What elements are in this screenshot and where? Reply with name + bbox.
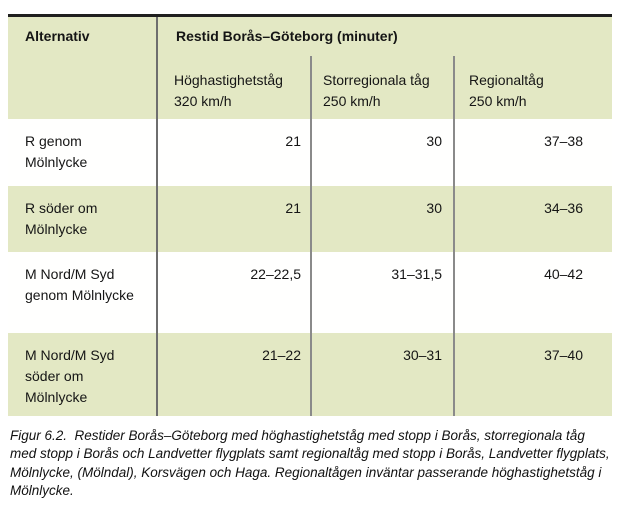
cell-value: 34–36: [452, 185, 613, 252]
column-header-alternativ: Alternativ: [8, 15, 158, 119]
cell-value: 31–31,5: [310, 251, 454, 333]
column-header-regionaltag: Regionaltåg 250 km/h: [452, 55, 613, 119]
column-label: Regionaltåg: [469, 71, 544, 88]
cell-value: 37–40: [452, 332, 613, 416]
group-header-restid: Restid Borås–Göteborg (minuter): [176, 28, 398, 44]
column-label: Storregionala tåg: [323, 71, 430, 88]
column-speed: 250 km/h: [323, 92, 381, 109]
figure-caption: Figur 6.2. Restider Borås–Göteborg med h…: [10, 427, 614, 499]
cell-value: 21–22: [262, 346, 301, 363]
row-label: M Nord/M Syd genom Mölnlycke: [8, 251, 158, 333]
row-label: M Nord/M Syd söder om Mölnlycke: [8, 332, 158, 416]
cell-value: 37–38: [452, 118, 613, 186]
table-row-r-soder: R söder om Mölnlycke 21 30 34–36: [8, 185, 613, 252]
cell-value: 21: [285, 199, 301, 216]
travel-time-table: Alternativ Restid Borås–Göteborg (minute…: [8, 14, 613, 416]
cell-value: 21: [285, 132, 301, 149]
table-header-row: Alternativ Restid Borås–Göteborg (minute…: [8, 15, 613, 119]
cell-value: 30: [310, 185, 454, 252]
table-row-m-soder: M Nord/M Syd söder om Mölnlycke 21–22 30…: [8, 332, 613, 416]
column-header-storregionala: Storregionala tåg 250 km/h: [310, 55, 454, 119]
cell-value: 22–22,5: [250, 265, 301, 282]
row-label: R genom Mölnlycke: [8, 118, 158, 186]
table-row-r-genom: R genom Mölnlycke 21 30 37–38: [8, 118, 613, 186]
cell-value: 40–42: [452, 251, 613, 333]
column-label: Höghastighetståg: [174, 71, 283, 88]
row-label: R söder om Mölnlycke: [8, 185, 158, 252]
column-header-hoghastighetstag: Höghastighetståg 320 km/h: [157, 56, 311, 119]
cell-value: 30: [310, 118, 454, 186]
cell-value: 30–31: [310, 332, 454, 416]
column-speed: 320 km/h: [174, 92, 232, 109]
column-speed: 250 km/h: [469, 92, 527, 109]
table-row-m-genom: M Nord/M Syd genom Mölnlycke 22–22,5 31–…: [8, 251, 613, 333]
